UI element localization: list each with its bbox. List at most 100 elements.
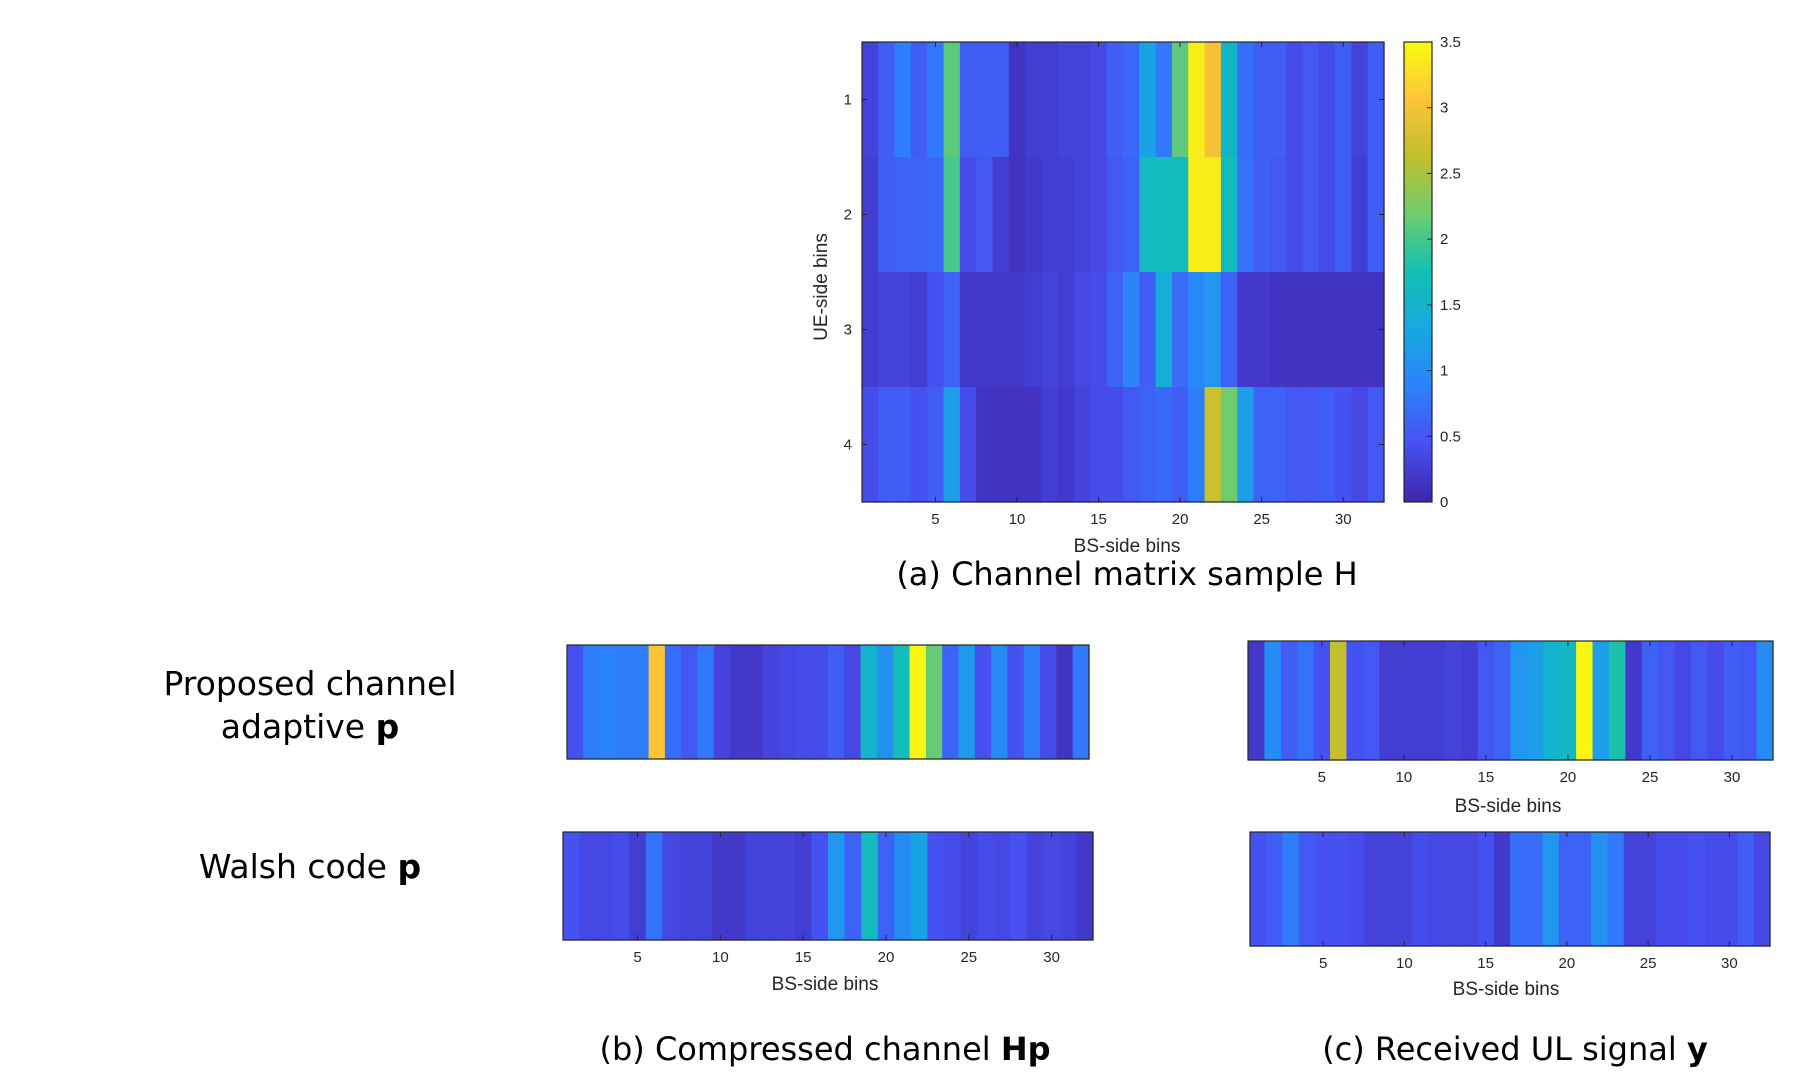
- heatmap-cell: [629, 832, 647, 941]
- heatmap-cell: [1269, 42, 1287, 158]
- x-tick-label: 15: [1090, 511, 1107, 528]
- heatmap-cell: [664, 645, 682, 760]
- heatmap-cell: [1575, 832, 1592, 947]
- x-tick-label: 10: [1396, 769, 1413, 786]
- heatmap-cell: [1010, 832, 1028, 941]
- plot-frame: [1247, 640, 1774, 761]
- heatmap-cell: [1072, 645, 1090, 760]
- heatmap-cell: [894, 272, 912, 388]
- heatmap-cell: [1672, 832, 1690, 947]
- heatmap-cell: [1269, 272, 1287, 388]
- x-tick-label: 5: [633, 949, 641, 966]
- heatmap-cell: [795, 645, 813, 760]
- heatmap-cell: [1139, 42, 1157, 158]
- heatmap-cell: [878, 272, 896, 388]
- x-tick-label: 25: [960, 949, 977, 966]
- colorbar-tick-label: 3: [1440, 100, 1448, 117]
- x-tick-label: 5: [1319, 955, 1327, 972]
- heatmap-cell: [1106, 272, 1124, 388]
- heatmap-cell: [894, 42, 912, 158]
- heatmap-cell: [1076, 832, 1094, 941]
- heatmap-cell: [1074, 42, 1091, 158]
- heatmap-cell: [1286, 387, 1304, 503]
- heatmap-cell: [728, 832, 746, 941]
- row-label-walsh: Walsh code p: [199, 847, 421, 886]
- heatmap-cell: [1264, 641, 1282, 761]
- heatmap-cell: [713, 645, 731, 760]
- heatmap-cell: [1041, 42, 1059, 158]
- caption-b-bold: Hp: [1001, 1030, 1051, 1068]
- y-tick-label: 1: [844, 92, 852, 109]
- heatmap-cell: [1346, 641, 1364, 761]
- heatmap-cell: [1302, 42, 1320, 158]
- heatmap-cell: [876, 645, 894, 760]
- heatmap-cell: [1237, 387, 1255, 503]
- caption-c-text: (c) Received UL signal: [1322, 1030, 1687, 1068]
- heatmap-cell: [1363, 832, 1381, 947]
- heatmap-cell: [1297, 641, 1315, 761]
- heatmap-cell: [1204, 157, 1222, 273]
- x-tick-label: 25: [1642, 769, 1659, 786]
- heatmap-cell: [1674, 641, 1692, 761]
- heatmap-cell: [1445, 832, 1462, 947]
- heatmap-cell: [1025, 272, 1043, 388]
- received-signal-walsh-heatmap: 5 10 15 20 25 30: [1249, 831, 1771, 972]
- heatmap-cell: [959, 42, 977, 158]
- x-tick-label: 30: [1724, 769, 1741, 786]
- heatmap-cell: [1286, 272, 1304, 388]
- heatmap-cell: [1220, 157, 1238, 273]
- heatmap-cell: [877, 832, 895, 941]
- heatmap-cell: [712, 832, 730, 941]
- heatmap-cell: [1367, 157, 1385, 273]
- heatmap-cell: [1623, 832, 1641, 947]
- heatmap-cell: [862, 387, 879, 503]
- colorbar-tick-label: 2: [1440, 231, 1448, 248]
- heatmap-cell: [1155, 157, 1173, 273]
- heatmap-cell: [1220, 387, 1238, 503]
- heatmap-cell: [1315, 832, 1332, 947]
- heatmap-cell: [927, 272, 945, 388]
- heatmap-cell: [976, 42, 994, 158]
- heatmap-cell: [1591, 832, 1609, 947]
- heatmap-cell: [927, 157, 945, 273]
- heatmap-cell: [1106, 157, 1124, 273]
- x-tick-label: 10: [1396, 955, 1413, 972]
- x-tick-label: 30: [1043, 949, 1060, 966]
- heatmap-cell: [1302, 272, 1320, 388]
- caption-b: (b) Compressed channel Hp: [600, 1030, 1051, 1068]
- heatmap-cell: [959, 272, 977, 388]
- x-tick-label: 30: [1721, 955, 1738, 972]
- heatmap-cell: [811, 645, 829, 760]
- heatmap-cell: [1280, 641, 1298, 761]
- x-tick-label: 20: [1560, 769, 1577, 786]
- heatmap-cell: [878, 42, 896, 158]
- heatmap-cell: [1123, 387, 1140, 503]
- heatmap-cell: [1139, 387, 1157, 503]
- heatmap-cell: [1139, 157, 1157, 273]
- heatmap-cell: [697, 645, 715, 760]
- heatmap-cell: [1335, 42, 1352, 158]
- plot-frame: [861, 41, 1385, 503]
- y-tick-label: 4: [844, 437, 852, 454]
- x-axis-label: BS-side bins: [772, 974, 879, 995]
- heatmap-cell: [862, 42, 879, 158]
- heatmap-cell: [1253, 272, 1271, 388]
- y-tick-label: 2: [844, 207, 852, 224]
- heatmap-cell: [1237, 157, 1255, 273]
- heatmap-cell: [1351, 42, 1369, 158]
- heatmap-cell: [583, 645, 601, 760]
- heatmap-cell: [1026, 832, 1044, 941]
- row-label-walsh-text: Walsh code: [199, 847, 398, 886]
- heatmap-cell: [976, 387, 994, 503]
- heatmap-cell: [1056, 645, 1074, 760]
- heatmap-cell: [1155, 387, 1173, 503]
- heatmap-cell: [1139, 272, 1157, 388]
- heatmap-cell: [1559, 641, 1577, 761]
- heatmap-cell: [1040, 645, 1057, 760]
- colorbar-tick-label: 0: [1440, 494, 1448, 511]
- heatmap-cell: [974, 645, 992, 760]
- heatmap-cell: [1396, 832, 1414, 947]
- received-signal-proposed-heatmap: 5 10 15 20 25 30: [1247, 640, 1774, 786]
- heatmap-cell: [910, 157, 928, 273]
